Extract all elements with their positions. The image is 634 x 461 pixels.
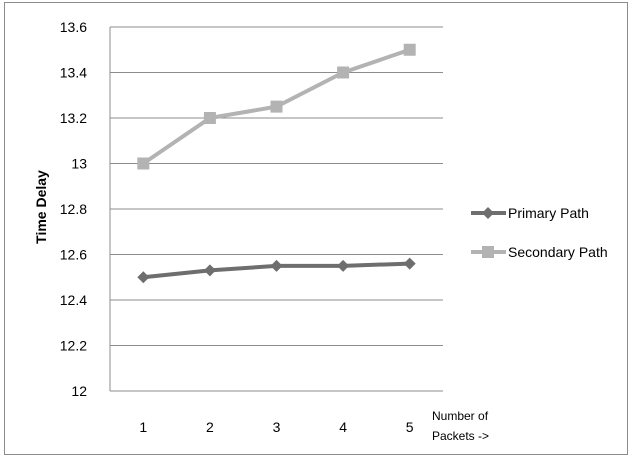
axes (109, 27, 443, 392)
y-tick-label: 13 (71, 156, 87, 172)
y-tick-label: 12.4 (60, 292, 87, 308)
data-point-secondary (403, 43, 416, 56)
legend-marker-primary (482, 207, 494, 219)
x-axis-title-line1: Number of (432, 409, 489, 423)
data-point-primary (203, 264, 216, 277)
y-tick-label: 12 (71, 383, 87, 399)
x-tick-label: 3 (273, 419, 281, 435)
legend-label-secondary: Secondary Path (508, 244, 608, 260)
legend-item-primary: Primary Path (471, 205, 589, 221)
y-axis-title: Time Delay (33, 170, 49, 244)
x-tick-labels: 1 2 3 4 5 (139, 419, 413, 435)
data-point-primary (403, 257, 416, 270)
x-tick-label: 5 (406, 419, 414, 435)
data-point-secondary (270, 100, 283, 113)
data-point-secondary (203, 112, 216, 124)
x-tick-label: 2 (206, 419, 214, 435)
x-tick-label: 1 (139, 419, 147, 435)
x-tick-label: 4 (339, 419, 347, 435)
data-point-primary (337, 259, 350, 272)
y-tick-label: 13.4 (60, 65, 87, 81)
y-tick-label: 13.2 (60, 110, 87, 126)
y-tick-labels: 12 12.2 12.4 12.6 12.8 13 13.2 13.4 13.6 (60, 19, 87, 399)
x-axis-title-line2: Packets -> (432, 429, 489, 443)
gridlines (110, 26, 443, 346)
series (137, 43, 416, 284)
legend-label-primary: Primary Path (508, 205, 589, 221)
y-tick-label: 12.6 (60, 247, 87, 263)
legend-item-secondary: Secondary Path (471, 244, 608, 260)
legend: Primary Path Secondary Path (471, 205, 608, 260)
y-tick-label: 13.6 (60, 19, 87, 35)
data-point-secondary (337, 66, 350, 79)
chart-frame (4, 2, 628, 455)
y-tick-label: 12.2 (60, 338, 87, 354)
legend-marker-secondary (482, 246, 494, 258)
data-point-primary (137, 271, 150, 284)
data-point-secondary (137, 157, 150, 170)
data-point-primary (270, 259, 283, 272)
y-tick-label: 12.8 (60, 201, 87, 217)
